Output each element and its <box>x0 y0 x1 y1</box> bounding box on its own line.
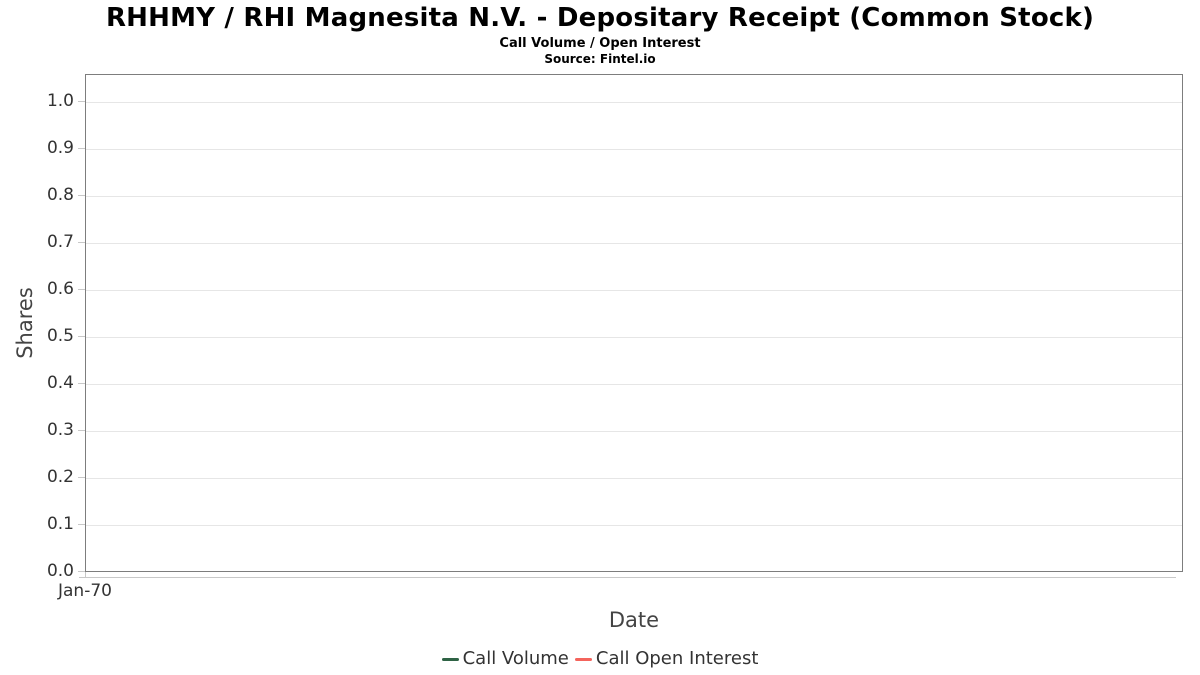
y-tick-mark <box>78 148 85 149</box>
gridline <box>86 384 1182 385</box>
y-tick-mark <box>78 242 85 243</box>
gridline <box>86 337 1182 338</box>
legend: Call Volume Call Open Interest <box>0 647 1200 671</box>
gridline <box>86 243 1182 244</box>
chart-source: Source: Fintel.io <box>544 52 656 66</box>
y-tick-label: 0.6 <box>46 279 74 299</box>
gridline <box>86 196 1182 197</box>
legend-series-label: Call Open Interest <box>595 648 759 669</box>
y-tick-mark <box>78 430 85 431</box>
chart-title: RHHMY / RHI Magnesita N.V. - Depositary … <box>105 3 1095 33</box>
y-tick-mark <box>78 289 85 290</box>
y-tick-label: 0.3 <box>46 420 74 440</box>
y-tick-label: 0.9 <box>46 138 74 158</box>
y-tick-label: 0.4 <box>46 373 74 393</box>
y-tick-mark <box>78 336 85 337</box>
gridline <box>86 525 1182 526</box>
y-tick-label: 0.2 <box>46 467 74 487</box>
gridline <box>86 431 1182 432</box>
y-tick-label: 0.5 <box>46 326 74 346</box>
gridline <box>86 478 1182 479</box>
x-axis-line <box>79 577 1176 578</box>
y-tick-label: 1.0 <box>46 91 74 111</box>
y-tick-label: 0.8 <box>46 185 74 205</box>
legend-item[interactable]: Call Volume <box>441 647 569 671</box>
y-tick-mark <box>78 383 85 384</box>
legend-series-label: Call Volume <box>462 648 569 669</box>
x-tick-label: Jan-70 <box>58 581 112 601</box>
y-tick-mark <box>78 477 85 478</box>
plot-area <box>85 74 1183 572</box>
gridline <box>86 102 1182 103</box>
x-axis-title: Date <box>608 608 660 632</box>
legend-series-dash-icon <box>574 657 592 661</box>
y-tick-mark <box>78 571 85 572</box>
y-tick-mark <box>78 101 85 102</box>
gridline <box>86 290 1182 291</box>
gridline <box>86 149 1182 150</box>
y-tick-label: 0.0 <box>46 561 74 581</box>
y-tick-mark <box>78 195 85 196</box>
legend-item[interactable]: Call Open Interest <box>574 647 759 671</box>
y-tick-label: 0.7 <box>46 232 74 252</box>
y-tick-label: 0.1 <box>46 514 74 534</box>
chart-subtitle: Call Volume / Open Interest <box>499 36 701 51</box>
x-tick-mark <box>85 572 86 578</box>
legend-series-dash-icon <box>441 657 459 661</box>
y-tick-mark <box>78 524 85 525</box>
